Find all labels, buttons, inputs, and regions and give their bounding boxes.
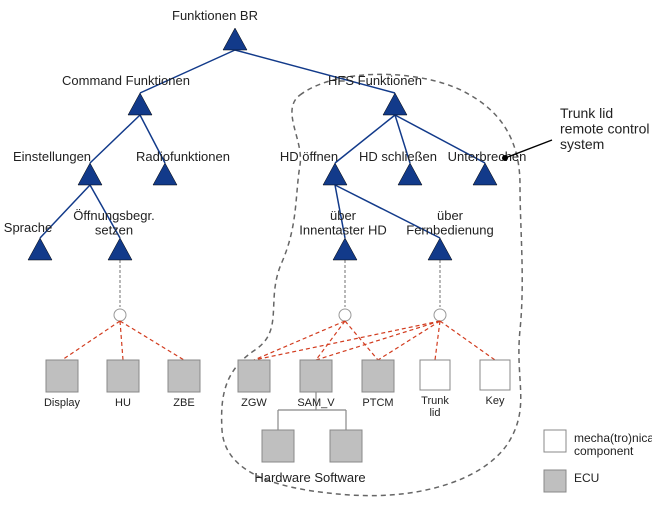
component-label-zbe: ZBE	[173, 397, 194, 409]
tree-node-fernbed	[428, 238, 452, 260]
tree-node-einst	[78, 163, 102, 185]
allocation-edge	[120, 321, 123, 360]
tree-node-sprache	[28, 238, 52, 260]
node-label-radio: Radiofunktionen	[136, 149, 230, 164]
node-label-cmd: Command Funktionen	[62, 73, 190, 88]
tree-node-innentaster	[333, 238, 357, 260]
node-label-einst: Einstellungen	[13, 149, 91, 164]
tree-node-cmd	[128, 93, 152, 115]
component-display	[46, 360, 78, 392]
component-hu	[107, 360, 139, 392]
tree-node-unterbr	[473, 163, 497, 185]
node-label-hdoeff: HD öffnen	[280, 149, 338, 164]
legend-swatch-mech	[544, 430, 566, 452]
allocation-edge	[440, 321, 495, 360]
legend-swatch-ecu	[544, 470, 566, 492]
component-label-hu: HU	[115, 397, 131, 409]
hw-sw-label: Hardware Software	[254, 470, 365, 485]
allocation-edge	[435, 321, 440, 360]
component-hw	[262, 430, 294, 462]
labels-layer: Funktionen BR Command Funktionen HFS Funkt…	[4, 8, 527, 237]
join-node	[434, 309, 446, 321]
annotation-label: Trunk lidremote controlsystem	[560, 105, 649, 152]
allocation-edge	[62, 321, 120, 360]
component-samv	[300, 360, 332, 392]
join-node	[114, 309, 126, 321]
component-label-trunklid: Trunklid	[421, 395, 449, 419]
allocation-edge	[254, 321, 440, 360]
node-label-hfs: HFS Funktionen	[328, 73, 422, 88]
component-ptcm	[362, 360, 394, 392]
node-label-sprache: Sprache	[4, 220, 52, 235]
tree-node-hdoeff	[323, 163, 347, 185]
node-label-root: Funktionen BR	[172, 8, 258, 23]
legend-layer: mecha(tro)nicalcomponent ECU	[544, 430, 652, 492]
component-key	[480, 360, 510, 390]
node-label-fernbed: überFernbedienung	[406, 208, 493, 237]
annotation-dot	[502, 155, 508, 161]
tree-node-root	[223, 28, 247, 50]
allocation-edge	[120, 321, 184, 360]
diagram-canvas: Display HU ZBE ZGW SAM_V PTCM Trunklid Key Hardw…	[0, 0, 652, 531]
node-label-innentaster: überInnentaster HD	[299, 208, 386, 237]
legend-label-ecu: ECU	[574, 471, 599, 485]
allocation-edge	[316, 321, 440, 360]
allocation-edge	[254, 321, 345, 360]
component-zgw	[238, 360, 270, 392]
node-label-oeffnbegr: Öffnungsbegr.setzen	[73, 208, 154, 237]
dashed-edges-layer	[62, 321, 495, 360]
tree-node-radio	[153, 163, 177, 185]
node-label-unterbr: Unterbrechen	[448, 149, 527, 164]
tree-node-oeffnbegr	[108, 238, 132, 260]
component-label-key: Key	[486, 395, 505, 407]
component-zbe	[168, 360, 200, 392]
allocation-edge	[345, 321, 378, 360]
component-label-ptcm: PTCM	[362, 397, 393, 409]
allocation-edge	[378, 321, 440, 360]
component-trunklid	[420, 360, 450, 390]
tree-edge	[90, 115, 140, 163]
node-label-hdschl: HD schließen	[359, 149, 437, 164]
components-layer: Display HU ZBE ZGW SAM_V PTCM Trunklid Key Hardw…	[44, 360, 510, 485]
tree-node-hdschl	[398, 163, 422, 185]
component-label-samv: SAM_V	[297, 397, 335, 409]
component-label-display: Display	[44, 397, 81, 409]
tree-node-hfs	[383, 93, 407, 115]
join-node	[339, 309, 351, 321]
component-sw	[330, 430, 362, 462]
legend-label-mech: mecha(tro)nicalcomponent	[574, 431, 652, 458]
component-label-zgw: ZGW	[241, 397, 267, 409]
